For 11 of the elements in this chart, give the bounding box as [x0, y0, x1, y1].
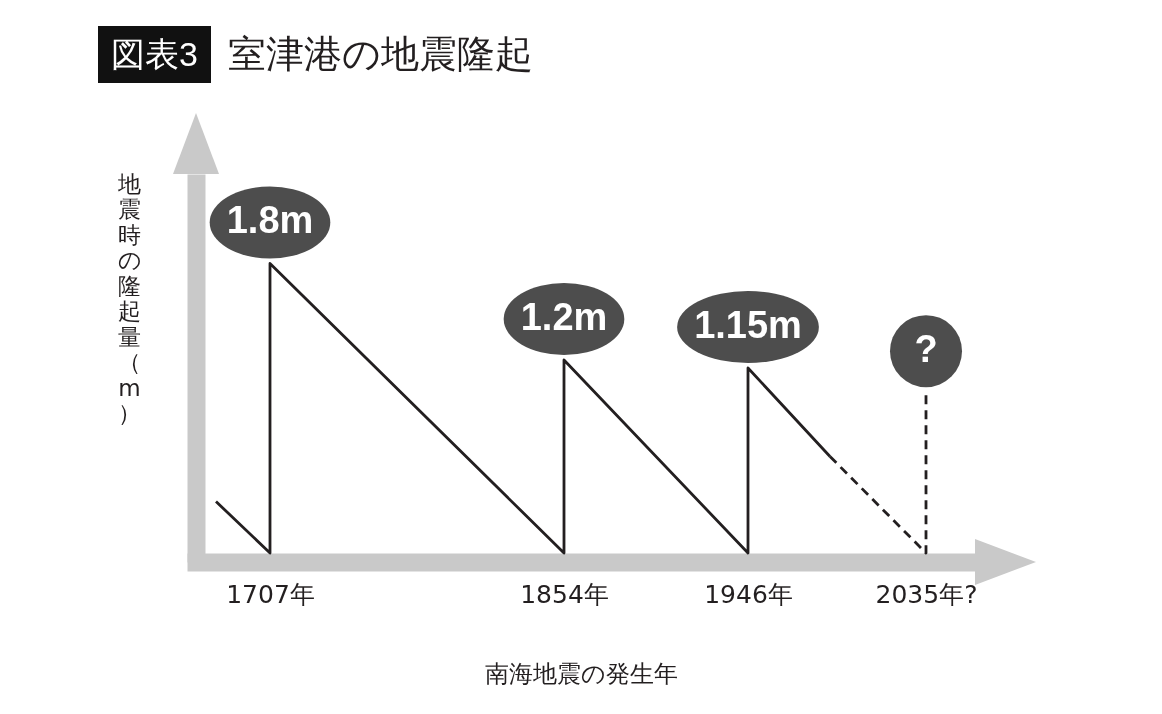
x-tick-label: 1854年: [520, 579, 609, 609]
x-tick-label: 1707年: [226, 579, 315, 609]
x-axis-title: 南海地震の発生年: [485, 659, 678, 688]
data-label: ?: [914, 328, 938, 371]
chart-title: 図表3 室津港の地震隆起: [110, 32, 533, 77]
data-label: 1.2m: [520, 295, 608, 338]
x-tick-label: 1946年: [704, 579, 793, 609]
data-label: 1.15m: [694, 304, 802, 346]
text: 地震時の隆起量（m）: [117, 170, 142, 426]
data-label: 1.8m: [226, 199, 314, 242]
x-tick-label: 2035年?: [875, 579, 978, 609]
